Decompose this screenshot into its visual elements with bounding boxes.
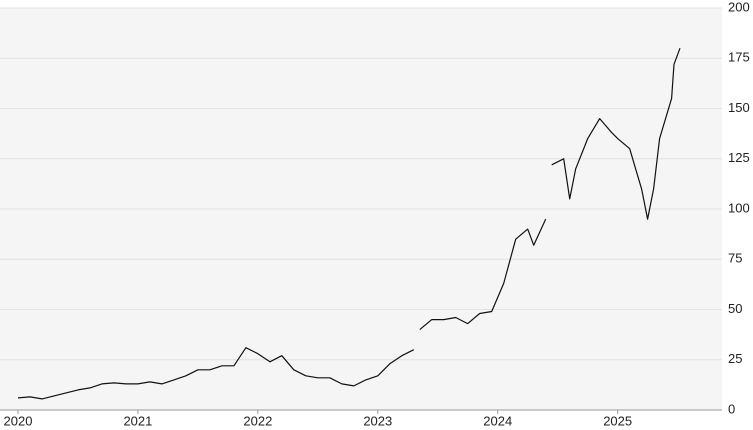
y-tick-label: 0 — [728, 401, 735, 416]
x-tick-label: 2022 — [243, 413, 272, 428]
y-tick-label: 100 — [728, 200, 750, 215]
price-line — [17, 47, 681, 400]
y-tick-label: 150 — [728, 100, 750, 115]
y-tick-label: 175 — [728, 50, 750, 65]
x-tick-label: 2024 — [483, 413, 512, 428]
y-tick-label: 25 — [728, 351, 742, 366]
y-tick-label: 50 — [728, 301, 742, 316]
x-tick-label: 2025 — [603, 413, 632, 428]
y-tick-label: 125 — [728, 150, 750, 165]
x-tick-label: 2023 — [363, 413, 392, 428]
x-tick-label: 2020 — [4, 413, 33, 428]
x-tick-label: 2021 — [123, 413, 152, 428]
y-tick-label: 200 — [728, 0, 750, 14]
y-tick-label: 75 — [728, 251, 742, 266]
